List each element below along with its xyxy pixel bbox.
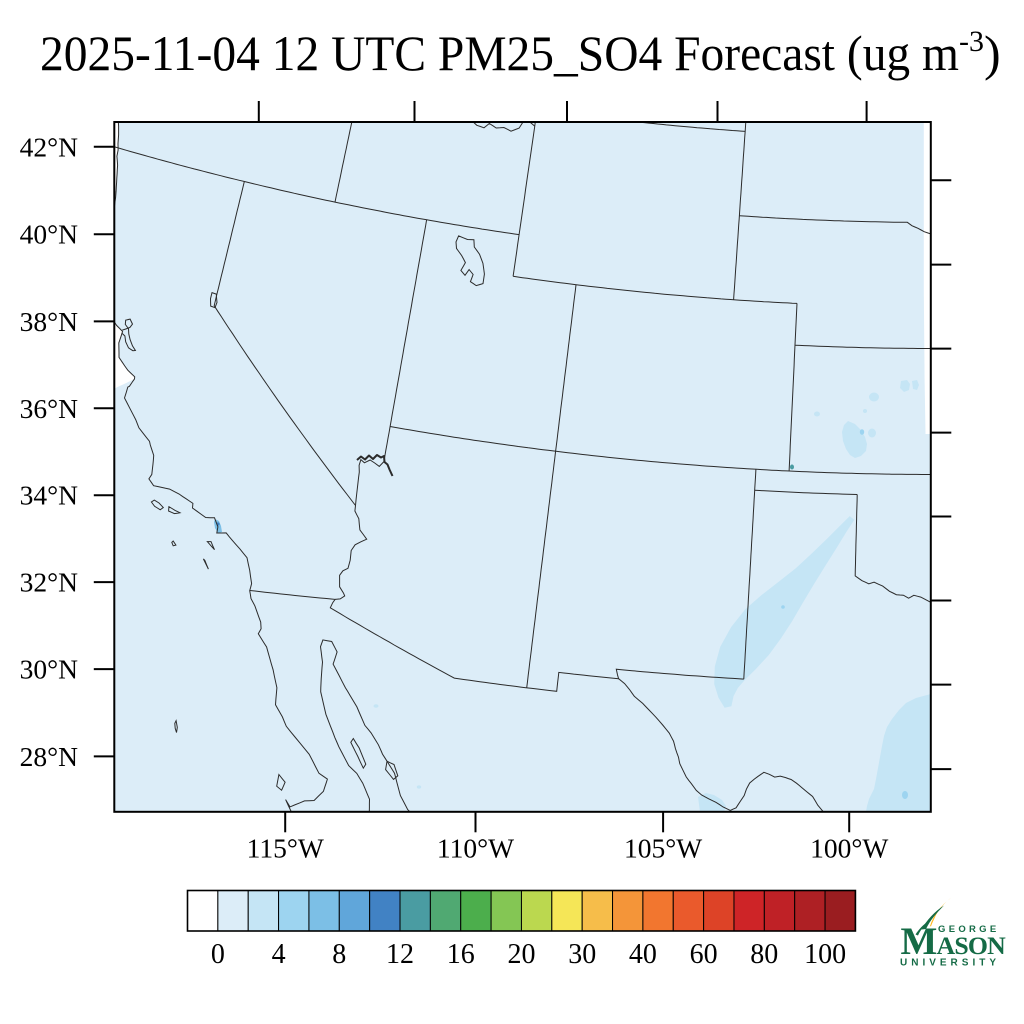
svg-text:UNIVERSITY: UNIVERSITY (900, 958, 1000, 969)
svg-text:60: 60 (690, 939, 718, 970)
svg-text:30°N: 30°N (20, 654, 78, 685)
svg-text:115°W: 115°W (247, 833, 324, 864)
svg-text:16: 16 (447, 939, 475, 970)
svg-text:40: 40 (629, 939, 657, 970)
svg-text:GEORGE: GEORGE (938, 924, 1000, 935)
svg-text:100°W: 100°W (810, 833, 888, 864)
svg-text:40°N: 40°N (20, 219, 78, 250)
svg-text:36°N: 36°N (20, 393, 78, 424)
svg-text:30: 30 (568, 939, 596, 970)
svg-text:100: 100 (804, 939, 846, 970)
svg-text:12: 12 (386, 939, 414, 970)
svg-text:80: 80 (750, 939, 778, 970)
svg-text:110°W: 110°W (437, 833, 514, 864)
svg-text:2025-11-04 12 UTC PM25_SO4 For: 2025-11-04 12 UTC PM25_SO4 Forecast (ug … (40, 25, 1001, 81)
svg-text:4: 4 (272, 939, 286, 970)
svg-text:8: 8 (332, 939, 346, 970)
svg-text:20: 20 (508, 939, 536, 970)
svg-text:0: 0 (211, 939, 225, 970)
svg-text:34°N: 34°N (20, 480, 78, 511)
svg-text:28°N: 28°N (20, 741, 78, 772)
svg-text:38°N: 38°N (20, 306, 78, 337)
svg-text:105°W: 105°W (624, 833, 702, 864)
svg-text:32°N: 32°N (20, 567, 78, 598)
svg-text:42°N: 42°N (20, 131, 78, 162)
